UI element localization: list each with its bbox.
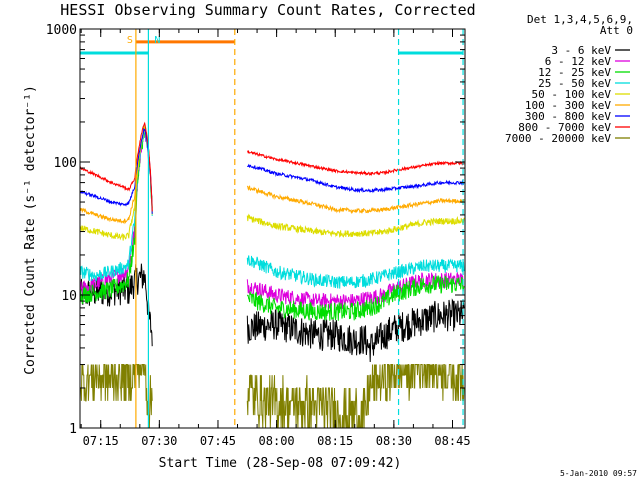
marker-label-0: S <box>127 35 133 46</box>
series-line-7 <box>79 121 465 212</box>
y-tick-label-2: 100 <box>54 156 77 171</box>
x-tick-label-4: 08:15 <box>317 434 353 448</box>
x-tick-label-5: 08:30 <box>376 434 412 448</box>
footer-timestamp: 5-Jan-2010 09:57 <box>560 469 637 478</box>
legend-header-0: Det 1,3,4,5,6,9, <box>527 13 633 26</box>
chart-title: HESSI Observing Summary Count Rates, Cor… <box>60 1 475 19</box>
marker-label-2: N <box>154 35 160 46</box>
x-tick-label-2: 07:45 <box>200 434 236 448</box>
legend-label-7: 800 - 7000 keV <box>518 121 611 134</box>
series-line-4 <box>79 125 465 241</box>
x-tick-label-6: 08:45 <box>434 434 470 448</box>
y-tick-label-3: 1000 <box>46 23 77 38</box>
legend-header-1: Att 0 <box>600 24 633 37</box>
y-axis-label: Corrected Count Rate (s⁻¹ detector⁻¹) <box>23 85 38 375</box>
legend-label-5: 100 - 300 keV <box>525 99 611 112</box>
x-tick-label-3: 08:00 <box>259 434 295 448</box>
legend-label-0: 3 - 6 keV <box>551 44 611 57</box>
legend-label-8: 7000 - 20000 keV <box>505 132 611 145</box>
legend-label-6: 300 - 800 keV <box>525 110 611 123</box>
legend-label-2: 12 - 25 keV <box>538 66 611 79</box>
legend-label-4: 50 - 100 keV <box>532 88 612 101</box>
y-tick-label-1: 10 <box>61 289 77 304</box>
legend-label-3: 25 - 50 keV <box>538 77 611 90</box>
x-tick-label-0: 07:15 <box>83 434 119 448</box>
x-axis-label: Start Time (28-Sep-08 07:09:42) <box>159 456 402 471</box>
y-tick-label-0: 1 <box>69 422 77 437</box>
plot-frame <box>79 28 466 429</box>
series-line-3 <box>79 125 465 289</box>
series-line-6 <box>79 127 465 214</box>
legend-label-1: 6 - 12 keV <box>545 55 612 68</box>
series-line-8 <box>80 364 465 429</box>
axes: 07:15 07:30 07:45 08:00 08:15 08:30 08:45 1 10 10… <box>46 23 471 448</box>
x-tick-label-1: 07:30 <box>141 434 177 448</box>
